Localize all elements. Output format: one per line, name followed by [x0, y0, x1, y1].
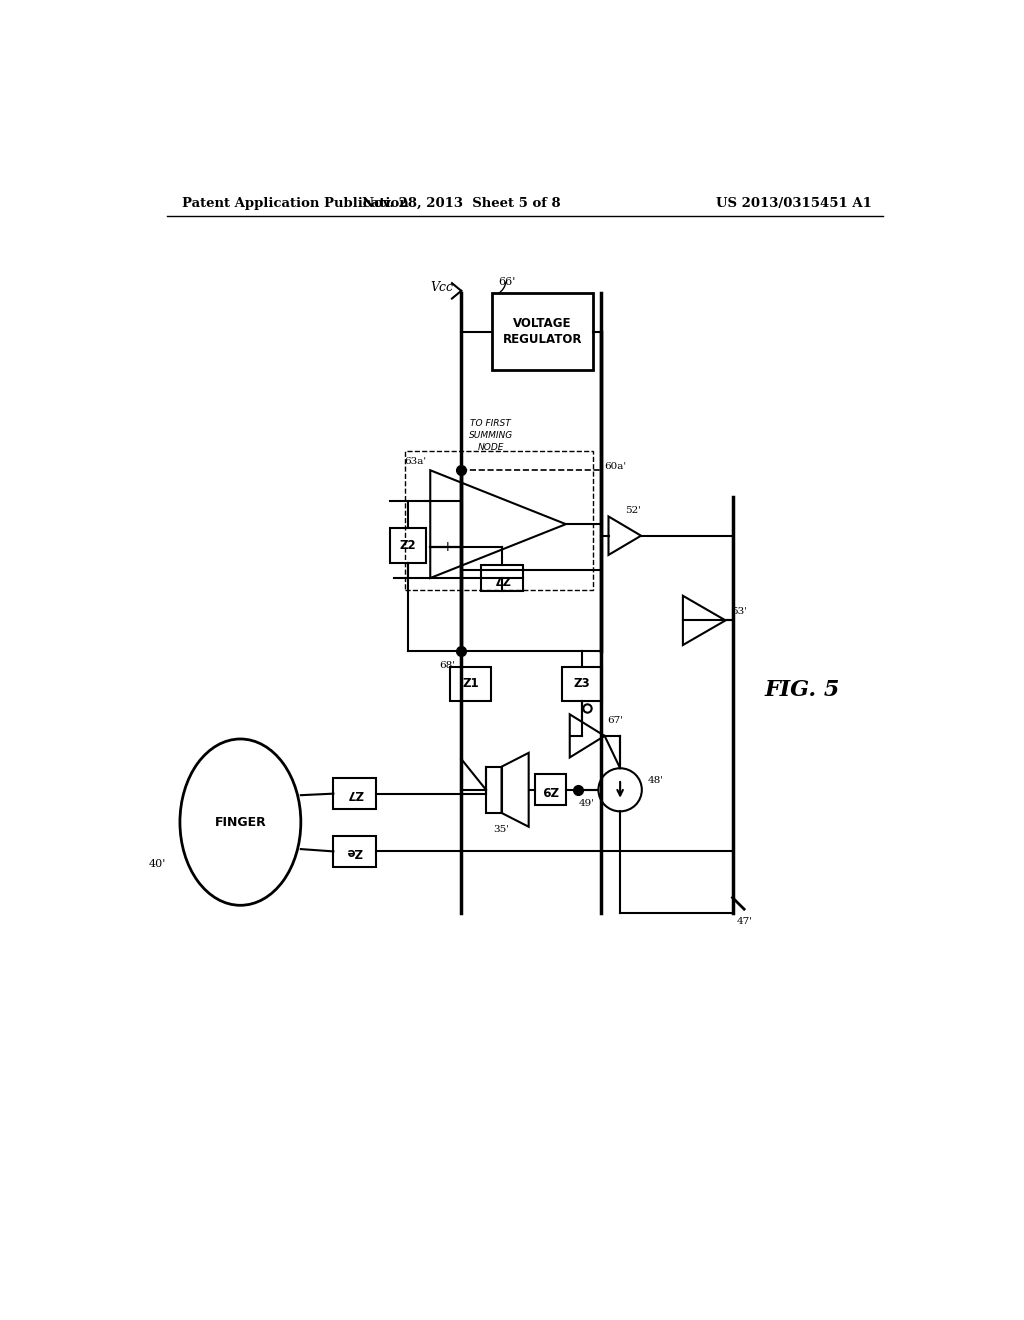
Text: 52': 52'	[626, 506, 642, 515]
Text: 67': 67'	[607, 715, 624, 725]
Text: +: +	[441, 540, 453, 554]
Bar	[334, 779, 376, 809]
Text: 60a': 60a'	[604, 462, 627, 471]
Text: Z3: Z3	[573, 677, 591, 690]
Bar	[406, 451, 593, 590]
Bar	[493, 293, 593, 370]
Text: 49': 49'	[579, 799, 595, 808]
Text: Patent Application Publication: Patent Application Publication	[182, 197, 409, 210]
Text: 68': 68'	[439, 660, 455, 669]
Text: 66': 66'	[499, 277, 516, 288]
Bar	[390, 528, 426, 562]
Text: Z7: Z7	[346, 787, 362, 800]
Bar	[486, 767, 502, 813]
Text: Z9: Z9	[542, 783, 559, 796]
Text: 53': 53'	[731, 607, 746, 615]
Text: 35': 35'	[494, 825, 510, 834]
Text: FIG. 5: FIG. 5	[765, 678, 840, 701]
Text: Z7: Z7	[494, 572, 510, 585]
Text: REGULATOR: REGULATOR	[503, 333, 583, 346]
Bar	[451, 667, 490, 701]
Text: FINGER: FINGER	[214, 816, 266, 829]
Text: TO FIRST
SUMMING
NODE: TO FIRST SUMMING NODE	[469, 420, 513, 451]
Text: 63a': 63a'	[404, 457, 426, 466]
Text: 40': 40'	[148, 859, 166, 870]
Text: 47': 47'	[736, 917, 753, 925]
Text: −: −	[441, 494, 453, 508]
Bar	[535, 775, 566, 805]
Text: Z2: Z2	[399, 539, 417, 552]
Text: Vcc: Vcc	[430, 281, 454, 294]
Text: US 2013/0315451 A1: US 2013/0315451 A1	[716, 197, 872, 210]
Bar	[334, 836, 376, 867]
Text: Ze: Ze	[346, 845, 362, 858]
Bar	[562, 667, 602, 701]
Text: 48': 48'	[648, 776, 664, 785]
Text: Z1: Z1	[462, 677, 479, 690]
Bar	[480, 565, 523, 591]
Text: VOLTAGE: VOLTAGE	[513, 317, 571, 330]
Text: Nov. 28, 2013  Sheet 5 of 8: Nov. 28, 2013 Sheet 5 of 8	[361, 197, 560, 210]
